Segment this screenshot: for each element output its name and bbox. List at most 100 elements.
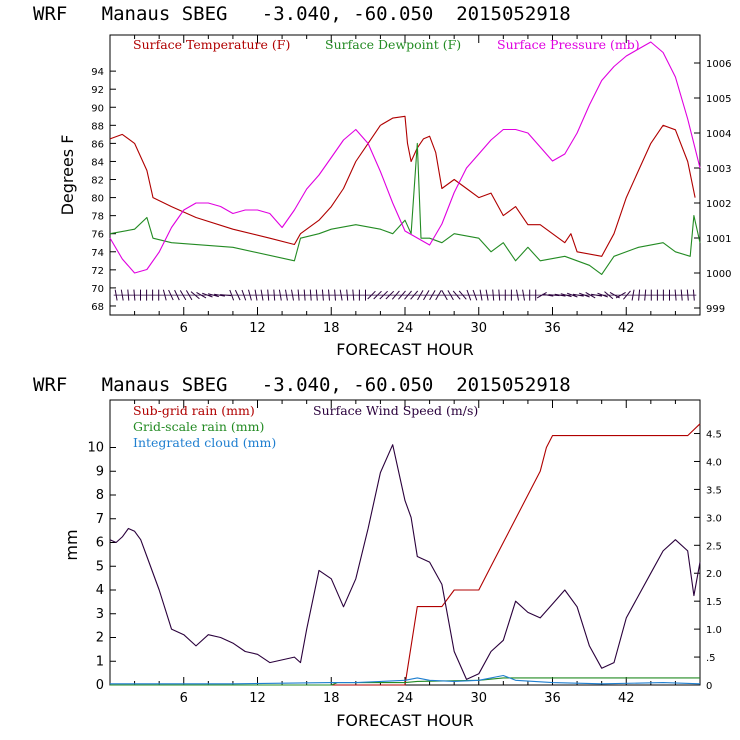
y-tick-label: 86 bbox=[91, 139, 104, 150]
legend-entry: Surface Temperature (F) bbox=[133, 37, 290, 52]
bottom-panel-title: WRF Manaus SBEG -3.040, -60.050 20150529… bbox=[33, 374, 571, 396]
y2-tick-label: 0 bbox=[706, 681, 712, 692]
legend-entry: Grid-scale rain (mm) bbox=[133, 419, 264, 434]
bottom-y2-ticks: 0 .5 1.0 1.5 2.0 2.5 3.0 3.5 4.0 4.5 bbox=[694, 430, 722, 692]
top-y-ticks: 68 70 72 74 76 78 80 82 84 86 88 90 92 94 bbox=[91, 67, 116, 313]
legend-entry: Sub-grid rain (mm) bbox=[133, 403, 255, 418]
y2-tick-label: 1004 bbox=[706, 129, 731, 140]
precipitation-panel: WRF Manaus SBEG -3.040, -60.050 20150529… bbox=[33, 374, 722, 730]
legend-entry: Surface Dewpoint (F) bbox=[325, 37, 461, 52]
wind-barb bbox=[120, 289, 124, 301]
wind-barb bbox=[466, 289, 472, 301]
wind-barb bbox=[391, 290, 400, 300]
y2-tick-label: 4.0 bbox=[706, 457, 722, 468]
wind-barb bbox=[597, 292, 608, 298]
x-tick-label: 36 bbox=[544, 321, 561, 336]
y2-tick-label: 1002 bbox=[706, 199, 731, 210]
wind-barb bbox=[423, 290, 430, 301]
top-y2-ticks: 999 1000 1001 1002 1003 1004 1005 1006 bbox=[694, 59, 731, 315]
wind-barb bbox=[452, 290, 461, 300]
wind-barb bbox=[114, 289, 118, 301]
y-tick-label: 9 bbox=[96, 464, 104, 479]
series-line-1 bbox=[110, 677, 700, 686]
wind-barb bbox=[220, 294, 232, 297]
wind-barb bbox=[638, 289, 641, 301]
y2-tick-label: 4.5 bbox=[706, 430, 722, 441]
wind-barb bbox=[339, 289, 343, 301]
y-tick-label: 80 bbox=[91, 194, 104, 205]
series-line-0 bbox=[109, 115, 696, 257]
y2-tick-label: 3.0 bbox=[706, 513, 722, 524]
wind-barb bbox=[498, 289, 501, 301]
x-tick-label: 18 bbox=[323, 691, 340, 706]
legend-entry: Surface Wind Speed (m/s) bbox=[313, 403, 478, 418]
y-tick-label: 8 bbox=[96, 488, 104, 503]
x-tick-label: 24 bbox=[397, 691, 414, 706]
y2-tick-label: 999 bbox=[706, 304, 725, 315]
top-x-ticks: 6 12 18 24 30 36 42 bbox=[134, 35, 676, 336]
y-tick-label: 7 bbox=[96, 512, 104, 527]
y2-tick-label: 1006 bbox=[706, 59, 731, 70]
wind-barb bbox=[248, 289, 252, 301]
x-tick-label: 18 bbox=[323, 321, 340, 336]
wind-barb bbox=[202, 292, 213, 298]
temperature-panel: WRF Manaus SBEG -3.040, -60.050 20150529… bbox=[33, 3, 731, 359]
wind-barb bbox=[644, 289, 647, 301]
wind-barb bbox=[309, 289, 312, 301]
x-tick-label: 12 bbox=[249, 691, 266, 706]
y2-tick-label: 2.5 bbox=[706, 541, 722, 552]
wind-barb bbox=[417, 290, 424, 301]
y2-tick-label: 3.5 bbox=[706, 485, 722, 496]
wind-barb bbox=[303, 289, 306, 301]
wind-barb bbox=[492, 289, 495, 301]
wind-barb bbox=[334, 289, 336, 301]
y2-tick-label: 1.5 bbox=[706, 597, 722, 608]
wind-barb bbox=[162, 289, 167, 301]
wind-barb bbox=[680, 289, 683, 301]
wind-barb bbox=[179, 290, 187, 301]
wind-barb bbox=[458, 290, 467, 300]
wind-barb bbox=[234, 289, 241, 301]
wind-barb bbox=[674, 289, 677, 301]
wind-barb bbox=[566, 292, 578, 298]
wind-barb bbox=[346, 289, 349, 301]
wind-barb bbox=[686, 289, 689, 301]
wind-barb bbox=[554, 293, 566, 297]
x-tick-label: 6 bbox=[180, 321, 188, 336]
wind-barb bbox=[352, 289, 355, 301]
series-line-1 bbox=[109, 142, 701, 275]
y-tick-label: 78 bbox=[91, 212, 104, 223]
x-tick-label: 6 bbox=[180, 691, 188, 706]
y-tick-label: 4 bbox=[96, 583, 104, 598]
wind-barb bbox=[585, 291, 596, 299]
legend-entry: Surface Pressure (mb) bbox=[497, 37, 640, 52]
y2-tick-label: 1003 bbox=[706, 164, 731, 175]
y-tick-label: 5 bbox=[96, 559, 104, 574]
y2-tick-label: .5 bbox=[706, 653, 716, 664]
wind-barb bbox=[291, 289, 294, 301]
y2-tick-label: 1000 bbox=[706, 269, 731, 280]
wind-barb bbox=[398, 290, 406, 300]
wind-barb bbox=[447, 290, 454, 301]
y2-tick-label: 1005 bbox=[706, 94, 731, 105]
wind-barb bbox=[373, 290, 382, 300]
wind-barb bbox=[560, 293, 572, 298]
wind-barb bbox=[385, 290, 395, 300]
wind-barb bbox=[548, 294, 560, 297]
bottom-series bbox=[109, 423, 701, 686]
x-tick-label: 30 bbox=[470, 321, 487, 336]
wind-barb bbox=[241, 289, 247, 301]
y-tick-label: 82 bbox=[91, 176, 104, 187]
wind-barb bbox=[441, 290, 448, 301]
y-tick-label: 74 bbox=[91, 248, 104, 259]
y-tick-label: 68 bbox=[91, 302, 104, 313]
wind-barb bbox=[133, 289, 136, 301]
wind-barb bbox=[367, 290, 376, 300]
wind-barb bbox=[214, 293, 225, 297]
wind-barb bbox=[174, 289, 180, 301]
wind-barb bbox=[536, 291, 547, 299]
wind-barb bbox=[623, 290, 631, 300]
wind-barb bbox=[379, 290, 388, 300]
wind-barb bbox=[285, 289, 288, 301]
wind-barb bbox=[591, 293, 603, 297]
